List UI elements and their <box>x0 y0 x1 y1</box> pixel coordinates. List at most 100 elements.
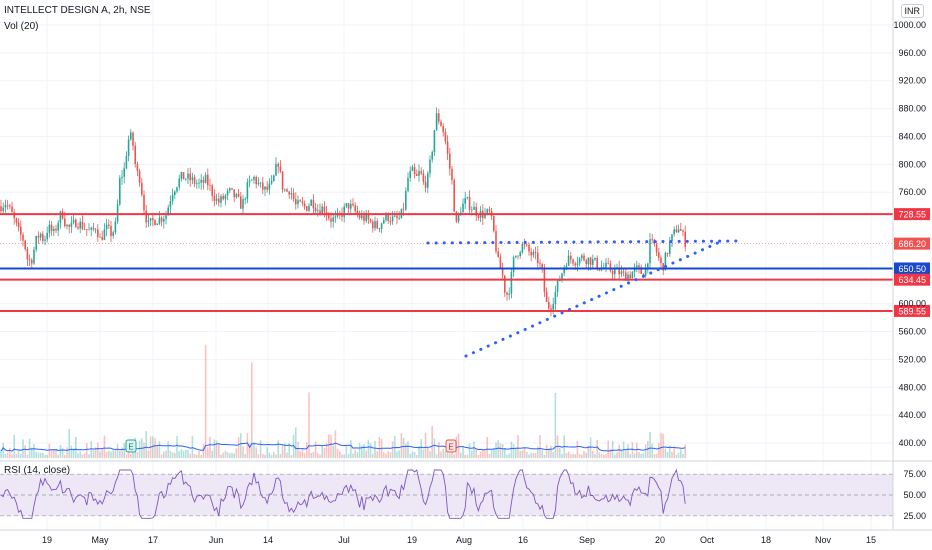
volume-bar <box>543 454 546 458</box>
volume-bar <box>405 443 407 458</box>
volume-bar <box>358 442 361 458</box>
volume-bar <box>242 446 244 458</box>
volume-bar <box>286 452 288 458</box>
volume-bar <box>200 454 202 458</box>
volume-bar <box>490 449 493 458</box>
candle-body <box>6 204 9 206</box>
candle-body <box>121 176 123 179</box>
candle-body <box>354 205 356 212</box>
volume-bar <box>259 440 262 458</box>
volume-bar <box>528 454 530 458</box>
volume-bar <box>152 436 154 458</box>
currency-badge[interactable]: INR <box>900 4 924 18</box>
volume-bar <box>466 454 469 458</box>
candle-body <box>369 219 372 222</box>
candle-body <box>389 220 392 222</box>
volume-bar <box>559 447 561 458</box>
rsi-tick-label: 50.00 <box>903 490 926 500</box>
candle-body <box>330 218 332 222</box>
volume-bar <box>130 453 132 458</box>
candle-body <box>262 182 264 190</box>
candle-body <box>361 215 363 219</box>
candle-body <box>191 177 194 181</box>
volume-bar <box>422 449 425 458</box>
candle-body <box>537 252 539 264</box>
volume-bar <box>160 454 163 458</box>
volume-bar <box>387 451 389 458</box>
candle-body <box>328 215 330 219</box>
candle-body <box>319 210 321 215</box>
candle-body <box>136 164 139 171</box>
candle-body <box>141 182 143 195</box>
volume-bar <box>277 440 279 458</box>
chart-title: INTELLECT DESIGN A, 2h, NSE <box>4 5 151 16</box>
volume-bar <box>28 438 31 458</box>
candle-body <box>143 194 145 211</box>
candle-body <box>523 243 526 245</box>
candle-body <box>112 232 114 236</box>
volume-bar <box>235 448 238 458</box>
time-tick-label: Jun <box>209 535 224 545</box>
volume-bar <box>532 453 535 458</box>
volume-bar <box>501 443 504 458</box>
candle-body <box>570 255 572 260</box>
candle-body <box>46 232 48 240</box>
volume-bar <box>101 448 103 458</box>
candle-body <box>88 229 90 231</box>
volume-bar <box>147 450 150 458</box>
candle-body <box>218 198 220 203</box>
volume-bar <box>517 435 519 458</box>
candle-body <box>594 257 596 260</box>
candle-body <box>484 212 486 219</box>
volume-bar <box>20 453 22 458</box>
volume-bar <box>438 442 440 458</box>
volume-bar <box>629 454 631 458</box>
candle-body <box>409 170 411 178</box>
volume-bar <box>576 440 579 458</box>
volume-bar <box>453 454 455 458</box>
volume-bar <box>616 452 618 458</box>
volume-bar <box>281 445 284 458</box>
candle-body <box>110 225 112 236</box>
candle-body <box>614 269 616 275</box>
candle-body <box>367 213 370 220</box>
candle-body <box>127 139 130 156</box>
candle-body <box>33 249 35 264</box>
volume-bar <box>268 452 271 458</box>
candle-body <box>627 274 629 281</box>
candle-body <box>229 188 231 191</box>
candle-body <box>158 217 161 224</box>
candle-body <box>495 231 497 252</box>
trendlines <box>426 239 744 358</box>
candle-body <box>301 201 304 204</box>
volume-bar <box>108 450 110 458</box>
candle-body <box>224 195 227 200</box>
volume-bar <box>257 454 260 458</box>
candle-body <box>163 218 165 222</box>
candle-body <box>220 196 222 203</box>
candle-body <box>22 234 24 241</box>
candle-body <box>567 255 570 266</box>
volume-bar <box>411 451 414 458</box>
candle-body <box>207 174 209 186</box>
volume-bar <box>561 453 563 458</box>
volume-bar <box>11 454 13 458</box>
volume-bar <box>457 433 460 458</box>
volume-bar <box>213 439 216 458</box>
volume-bar <box>512 444 515 458</box>
volume-bar <box>600 453 603 458</box>
volume-bar <box>548 448 550 458</box>
volume-bar <box>365 450 367 458</box>
volume-bar <box>15 453 18 458</box>
candle-body <box>53 228 55 232</box>
candle-body <box>185 178 187 180</box>
volume-bar <box>609 448 612 458</box>
candle-body <box>200 179 202 183</box>
candle-body <box>255 177 257 185</box>
volume-bar <box>644 444 647 458</box>
volume-bar <box>508 453 510 458</box>
volume-bar <box>207 447 209 458</box>
volume-bar <box>24 445 26 458</box>
